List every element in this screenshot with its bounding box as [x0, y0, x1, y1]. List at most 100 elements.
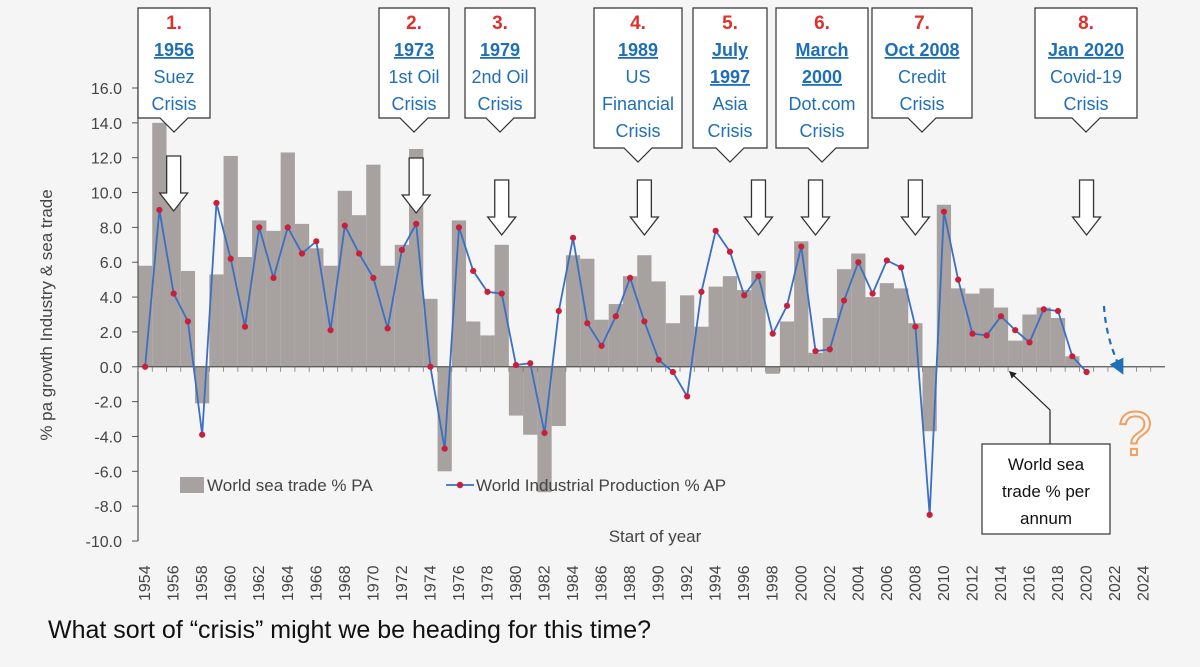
crisis-callout-4: 4. 1989 US Financial Crisis — [593, 7, 683, 237]
bar-2007 — [893, 288, 909, 367]
bar-1963 — [266, 230, 281, 367]
down-arrow-icon — [158, 155, 189, 213]
callout-box — [137, 7, 211, 133]
ip-point-1991 — [669, 368, 677, 376]
bar-2009 — [922, 366, 937, 432]
bar-1981 — [523, 366, 538, 435]
bar-1999 — [779, 321, 795, 367]
bar-1972 — [394, 244, 410, 367]
x-tick-label: 1968 — [337, 565, 354, 601]
ip-point-1970 — [370, 274, 377, 282]
ip-point-2016 — [1026, 339, 1033, 346]
annotation-pointer-arrow — [1008, 371, 1051, 444]
bar-1996 — [737, 290, 752, 367]
ip-point-1989 — [641, 318, 648, 325]
y-tick-label: 10.0 — [91, 186, 122, 203]
x-tick-label: 1994 — [708, 565, 725, 601]
ip-point-1992 — [684, 393, 691, 400]
x-tick-label: 1972 — [394, 565, 411, 601]
bar-2001 — [808, 352, 823, 367]
x-tick-label: 1990 — [651, 565, 668, 601]
annotation-box: World sea trade % per annum — [981, 371, 1111, 535]
bar-1967 — [323, 265, 338, 367]
ip-point-1981 — [527, 360, 534, 367]
bar-1988 — [622, 276, 638, 367]
x-tick-label: 1958 — [194, 565, 211, 601]
ip-point-1977 — [470, 267, 477, 275]
crisis-callout-3: 3. 1979 2nd Oil Crisis — [464, 7, 536, 237]
y-tick-label: 4.0 — [100, 290, 122, 307]
ip-point-1978 — [484, 288, 491, 295]
callout-box — [692, 7, 768, 163]
callout-text-line: Crisis — [152, 94, 197, 114]
bar-1970 — [366, 164, 381, 367]
ip-point-1957 — [184, 318, 192, 325]
bar-2006 — [879, 283, 894, 367]
ip-point-1971 — [384, 325, 391, 332]
callout-number: 8. — [1078, 13, 1094, 34]
ip-point-1993 — [698, 288, 705, 295]
ip-point-1954 — [142, 363, 149, 370]
ip-point-1988 — [627, 274, 634, 282]
bar-1980 — [508, 366, 524, 416]
ip-point-1990 — [655, 356, 662, 363]
legend-swatch-sea-trade — [180, 477, 204, 493]
ip-point-2005 — [869, 290, 876, 297]
crisis-callout-2: 2. 1973 1st Oil Crisis — [378, 7, 450, 215]
down-arrow-icon — [800, 179, 831, 237]
callout-text-line: Crisis — [1064, 94, 1109, 114]
bar-1959 — [209, 274, 224, 367]
ip-point-2011 — [955, 276, 962, 283]
bar-1971 — [380, 265, 395, 367]
y-tick-label: -10.0 — [86, 534, 123, 551]
x-tick-label: 1976 — [451, 565, 468, 601]
ip-point-1966 — [313, 238, 320, 245]
callout-year: 1956 — [154, 40, 194, 60]
ip-point-2008 — [912, 323, 919, 330]
x-tick-label: 1992 — [679, 565, 696, 601]
x-tick-label: 2008 — [907, 565, 924, 601]
down-arrow-icon — [629, 179, 660, 237]
y-tick-label: -4.0 — [94, 429, 122, 446]
forecast-question-mark: ? — [1118, 400, 1152, 469]
ip-point-1959 — [213, 199, 220, 207]
down-arrow-icon — [900, 179, 931, 237]
callout-text-line: Crisis — [478, 94, 523, 114]
ip-point-1972 — [398, 246, 405, 254]
bar-2019 — [1065, 356, 1080, 367]
callout-number: 6. — [814, 13, 830, 34]
crisis-callout-1: 1. 1956 Suez Crisis — [137, 7, 211, 213]
callout-number: 5. — [722, 13, 738, 34]
y-tick-label: 12.0 — [91, 151, 122, 168]
callout-box — [871, 7, 973, 133]
ip-point-1982 — [541, 429, 548, 437]
x-tick-label: 1966 — [308, 565, 325, 601]
annotation-text-line: annum — [1020, 509, 1072, 528]
ip-point-1963 — [270, 274, 277, 282]
bar-2000 — [794, 241, 809, 367]
y-tick-label: -8.0 — [94, 499, 122, 516]
callout-text-line: Crisis — [900, 94, 945, 114]
ip-point-1967 — [327, 327, 334, 334]
ip-point-2001 — [812, 347, 819, 355]
callout-text-line: 2nd Oil — [471, 67, 528, 87]
ip-point-1964 — [284, 224, 291, 231]
y-tick-label: -6.0 — [94, 464, 122, 481]
x-tick-label: 2006 — [879, 565, 896, 601]
x-tick-label: 1980 — [508, 565, 525, 601]
callout-text-line: US — [625, 67, 650, 87]
x-tick-label: 2020 — [1079, 565, 1096, 601]
down-arrow-icon — [486, 179, 518, 237]
y-tick-label: 8.0 — [100, 220, 122, 237]
legend-marker-ip — [456, 481, 464, 489]
callout-text-line: 1st Oil — [388, 67, 439, 87]
y-tick-label: 16.0 — [91, 81, 122, 98]
down-arrow-icon — [743, 179, 774, 237]
y-axis-title: % pa growth Industry & sea trade — [37, 189, 56, 440]
callout-text-line: Crisis — [708, 121, 753, 141]
ip-point-1997 — [755, 273, 762, 280]
callout-box — [1034, 7, 1138, 133]
ip-point-2012 — [969, 330, 976, 337]
bar-2013 — [979, 288, 994, 367]
bar-1998 — [765, 366, 780, 374]
